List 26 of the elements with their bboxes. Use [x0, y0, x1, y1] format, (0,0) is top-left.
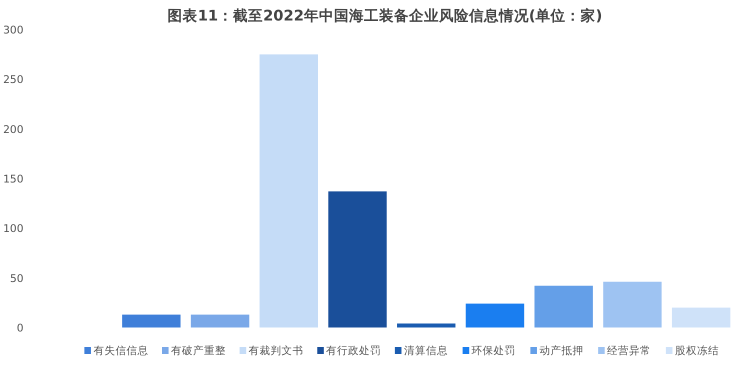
y-tick-label: 300 — [3, 24, 24, 36]
bar — [466, 304, 524, 328]
bar — [397, 324, 456, 328]
bar — [190, 314, 250, 328]
legend-label: 有裁判文书 — [248, 344, 304, 357]
legend-label: 有行政处罚 — [326, 344, 382, 357]
y-tick-label: 250 — [3, 73, 24, 86]
chart-title: 图表11：截至2022年中国海工装备企业风险信息情况(单位：家) — [168, 6, 602, 24]
legend-label: 股权冻结 — [674, 344, 719, 357]
bar — [328, 191, 387, 328]
legend-label: 动产抵押 — [539, 344, 584, 357]
legend-label: 清算信息 — [404, 344, 448, 357]
y-tick-label: 100 — [3, 222, 24, 236]
legend-label: 有破产重整 — [170, 344, 226, 357]
bar — [260, 54, 318, 328]
legend-label: 环保处罚 — [472, 344, 516, 357]
bar — [672, 308, 730, 328]
legend-label: 经营异常 — [607, 344, 652, 357]
bar — [603, 282, 662, 328]
legend-label: 有失信信息 — [93, 344, 148, 357]
y-tick-label: 150 — [3, 172, 24, 186]
y-tick-label: 50 — [10, 272, 24, 285]
y-tick-label: 200 — [3, 122, 24, 136]
y-tick-label: 0 — [16, 322, 24, 334]
bar — [534, 286, 593, 328]
bar — [122, 314, 181, 328]
